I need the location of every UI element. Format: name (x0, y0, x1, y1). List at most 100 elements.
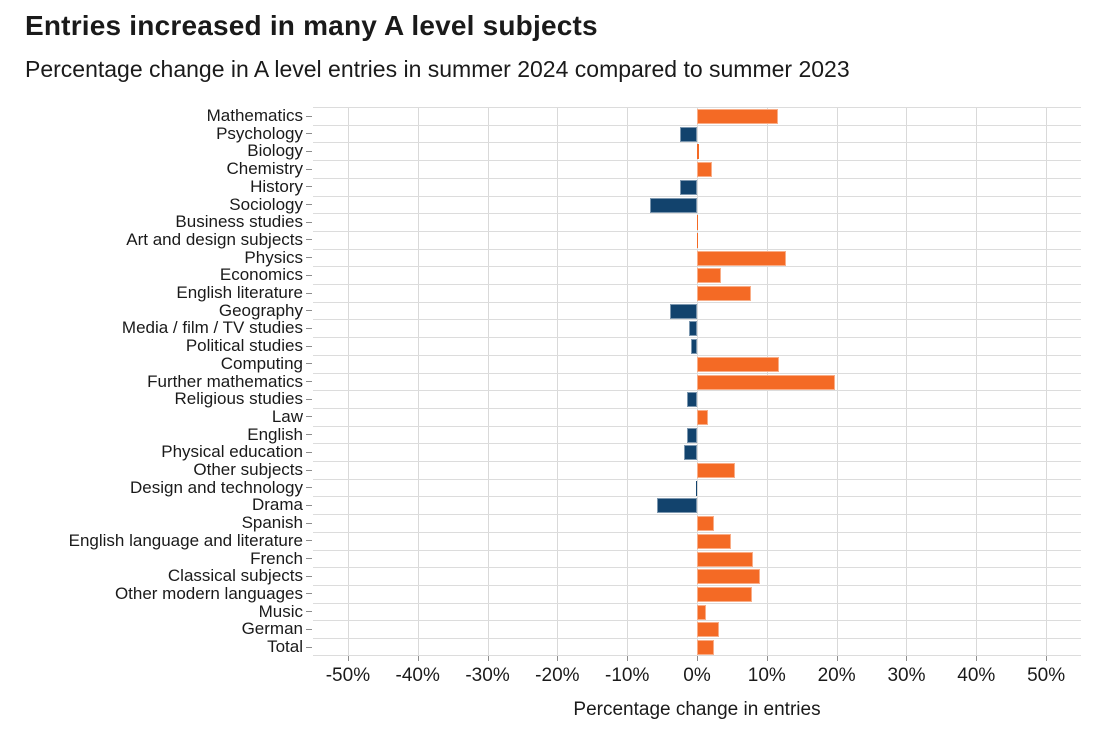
x-tick-mark (627, 656, 629, 661)
category-label: Political studies (185, 336, 303, 356)
y-tick-mark (303, 638, 313, 656)
y-tick-mark (303, 178, 313, 196)
bar-track (313, 124, 1081, 143)
bar-track (313, 319, 1081, 337)
chart-row: Economics (0, 266, 1081, 284)
category-label: Psychology (216, 123, 303, 143)
chart-row: Media / film / TV studies (0, 319, 1081, 337)
bar (649, 197, 697, 213)
chart-row: English language and literature (0, 532, 1081, 550)
x-tick-label: 50% (1027, 665, 1066, 686)
y-tick-mark (303, 373, 313, 391)
chart-row: Total (0, 638, 1081, 656)
gridline-vertical (417, 107, 419, 656)
bar (697, 551, 753, 567)
category-label: Geography (218, 300, 303, 320)
category-label: Classical subjects (167, 566, 303, 586)
y-tick-mark (303, 567, 313, 585)
category-label: Design and technology (130, 477, 303, 497)
x-tick-label: 40% (957, 665, 996, 686)
y-tick-mark (303, 213, 313, 231)
bar-track (313, 177, 1081, 196)
bar (697, 374, 836, 390)
chart-row: Business studies (0, 213, 1081, 231)
bar (680, 179, 697, 195)
x-tick-mark (417, 656, 419, 661)
chart-row: Law (0, 408, 1081, 426)
chart-row: Spanish (0, 514, 1081, 532)
bar-track (313, 496, 1081, 514)
category-label: Drama (251, 495, 303, 515)
x-tick-label: 10% (747, 665, 786, 686)
category-label: Physical education (161, 442, 303, 462)
chart-row: Drama (0, 496, 1081, 514)
bar-track (313, 301, 1081, 320)
bar (697, 109, 778, 124)
chart-row: Chemistry (0, 160, 1081, 178)
gridline-vertical (976, 107, 978, 656)
category-label: Chemistry (226, 159, 303, 179)
bar-track (313, 230, 1081, 249)
x-tick-label: 0% (683, 665, 711, 686)
x-tick-mark (487, 656, 489, 661)
bar-track (313, 195, 1081, 214)
category-label: Further mathematics (147, 371, 303, 391)
gridline-vertical (836, 107, 838, 656)
bar (684, 445, 697, 461)
y-tick-mark (303, 426, 313, 444)
y-tick-mark (303, 266, 313, 284)
bar-track (313, 337, 1081, 355)
x-tick-mark (906, 656, 908, 661)
category-label: Economics (219, 265, 303, 285)
chart-row: Mathematics (0, 107, 1081, 125)
x-tick-mark (766, 656, 768, 661)
chart-row: Religious studies (0, 390, 1081, 408)
bar (697, 604, 707, 620)
x-tick-label: -50% (325, 665, 371, 686)
y-tick-mark (303, 585, 313, 603)
category-label: Business studies (175, 212, 303, 232)
x-axis: -50% -40% -30% -20% -10% 0% 10% 20% 30% 40% 50% (313, 656, 1081, 704)
bar-track (313, 354, 1081, 373)
x-tick-mark (557, 656, 559, 661)
bar (697, 268, 722, 284)
bar (697, 463, 736, 479)
x-tick-mark (976, 656, 978, 661)
bar (688, 321, 697, 337)
x-tick-label: -40% (395, 665, 440, 686)
y-tick-mark (303, 443, 313, 461)
bar-track (313, 602, 1081, 621)
x-tick-label: -30% (465, 665, 510, 686)
y-tick-mark (303, 550, 313, 568)
y-tick-mark (303, 160, 313, 178)
chart-row: Other modern languages (0, 585, 1081, 603)
category-label: Media / film / TV studies (121, 318, 303, 338)
gridline-vertical (557, 107, 559, 656)
bar-track (313, 620, 1081, 638)
bar (697, 622, 719, 638)
category-label: English (247, 424, 303, 444)
chart-row: Sociology (0, 195, 1081, 214)
y-tick-mark (303, 107, 313, 125)
chart-row: Political studies (0, 337, 1081, 355)
category-label: Art and design subjects (126, 229, 303, 249)
bar-track (313, 407, 1081, 426)
category-label: Spanish (241, 513, 303, 533)
bar-track (313, 248, 1081, 267)
chart-row: Computing (0, 355, 1081, 373)
y-tick-mark (303, 249, 313, 267)
bar-track (313, 531, 1081, 550)
y-tick-mark (303, 355, 313, 373)
category-label: Religious studies (174, 389, 303, 409)
bar (697, 640, 714, 656)
category-label: Other subjects (193, 460, 303, 480)
y-tick-mark (303, 196, 313, 214)
y-tick-mark (303, 461, 313, 479)
category-label: Law (271, 406, 303, 426)
y-tick-mark (303, 496, 313, 514)
chart-row: Psychology (0, 123, 1081, 143)
bar (697, 356, 780, 372)
bar-track (313, 284, 1081, 302)
x-tick-mark (836, 656, 838, 661)
y-tick-mark (303, 142, 313, 160)
